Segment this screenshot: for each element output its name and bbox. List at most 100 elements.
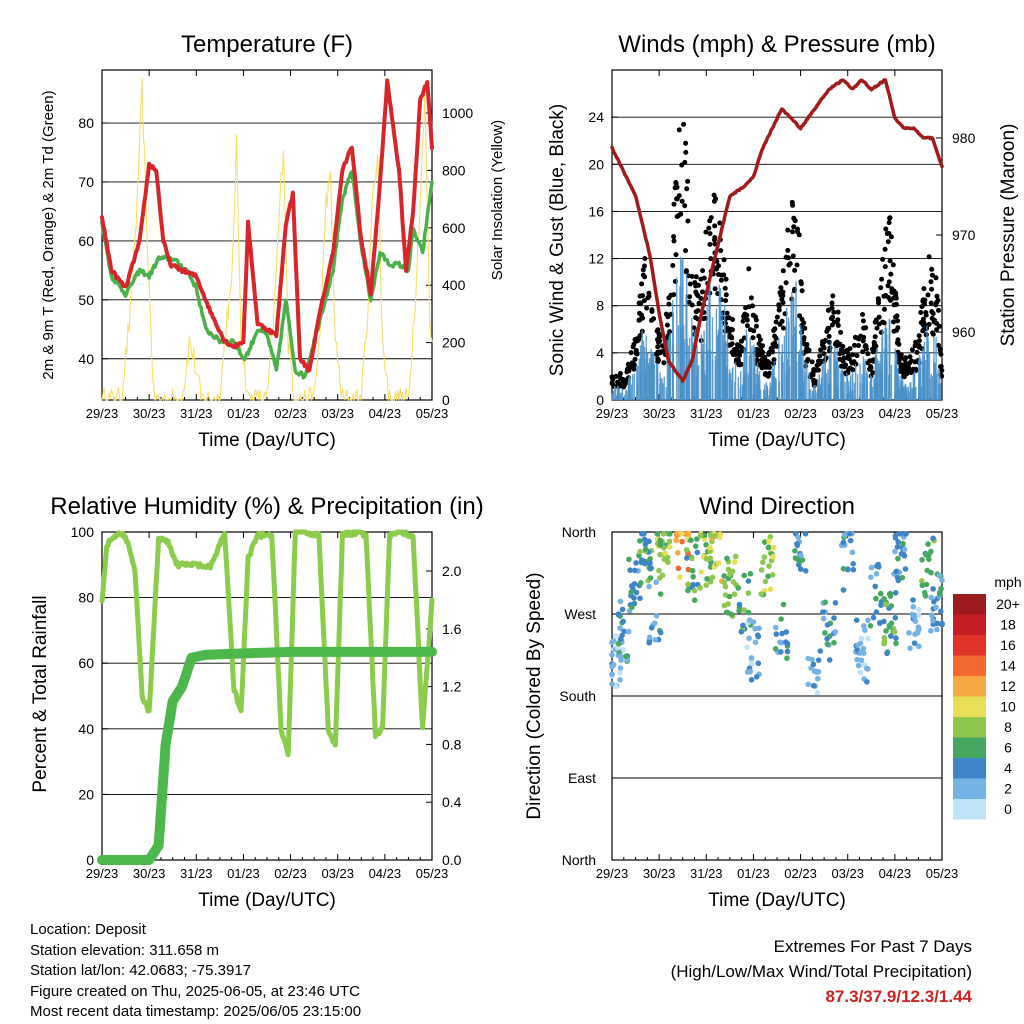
gust-point — [920, 322, 926, 328]
y-tick-label: 60 — [78, 233, 94, 249]
direction-point — [760, 559, 766, 566]
gust-point — [861, 325, 867, 331]
direction-point — [703, 542, 709, 548]
direction-point — [784, 655, 790, 661]
direction-point — [820, 615, 827, 622]
direction-point — [717, 534, 723, 541]
x-tick-label: 30/23 — [133, 406, 166, 421]
direction-point — [679, 531, 685, 537]
direction-point — [609, 663, 615, 670]
direction-point — [675, 565, 682, 572]
gust-point — [888, 271, 894, 277]
gust-point — [898, 363, 904, 369]
direction-point — [727, 571, 733, 578]
x-tick-label: 29/23 — [86, 406, 119, 421]
direction-point — [773, 624, 779, 631]
gust-point — [766, 360, 772, 366]
direction-point — [715, 560, 722, 566]
direction-point — [922, 593, 929, 599]
gust-point — [633, 348, 639, 354]
direction-point — [673, 537, 679, 544]
direction-point — [858, 657, 865, 663]
direction-point — [613, 633, 619, 639]
gust-point — [928, 279, 934, 285]
direction-point — [691, 587, 698, 594]
direction-point — [864, 679, 870, 685]
y2-tick-label: 2.0 — [442, 563, 462, 579]
gust-point — [874, 325, 880, 331]
gust-point — [679, 198, 685, 204]
gust-point — [936, 323, 942, 329]
direction-point — [627, 567, 633, 573]
direction-point — [617, 625, 623, 631]
y-tick-label: 80 — [78, 590, 94, 606]
direction-point — [907, 645, 913, 651]
gust-point — [750, 303, 756, 309]
direction-point — [731, 559, 738, 565]
station-info: Location: Deposit Station elevation: 311… — [30, 920, 361, 1023]
direction-point — [923, 581, 930, 588]
gust-point — [670, 263, 676, 268]
solar-series — [101, 78, 433, 401]
direction-point — [725, 610, 731, 616]
direction-point — [745, 578, 752, 584]
x-tick-label: 02/23 — [274, 406, 307, 421]
direction-point — [861, 623, 867, 629]
recent-timestamp-text: Most recent data timestamp: 2025/06/05 2… — [30, 1003, 362, 1020]
gust-point — [810, 372, 816, 378]
y-category-label: North — [562, 524, 596, 540]
gust-point — [779, 297, 785, 302]
direction-point — [707, 532, 714, 538]
direction-point — [685, 587, 691, 594]
direction-point — [857, 669, 864, 676]
gust-point — [754, 357, 760, 363]
direction-point — [733, 553, 739, 560]
direction-point — [758, 567, 765, 573]
gust-point — [750, 312, 756, 318]
gust-point — [907, 360, 912, 366]
extremes-box: Extremes For Past 7 Days (High/Low/Max W… — [671, 934, 972, 1009]
gust-point — [684, 186, 690, 192]
gust-point — [721, 257, 727, 263]
gust-point — [671, 201, 677, 207]
gust-point — [683, 268, 689, 274]
gust-point — [829, 300, 835, 306]
direction-point — [641, 559, 647, 566]
direction-point — [685, 581, 691, 588]
direction-point — [841, 532, 848, 538]
gust-point — [656, 339, 661, 345]
x-tick-label: 05/23 — [926, 406, 959, 421]
y-tick-label: 60 — [78, 655, 94, 671]
gust-point — [880, 256, 886, 262]
gust-point — [830, 293, 836, 299]
gust-point — [759, 365, 765, 371]
gust-point — [916, 333, 922, 339]
direction-point — [840, 587, 847, 593]
gust-point — [930, 331, 936, 337]
gust-point — [900, 374, 906, 379]
gust-point — [887, 215, 893, 221]
direction-point — [817, 648, 824, 654]
direction-point — [873, 609, 880, 615]
gust-point — [763, 371, 769, 376]
gust-point — [693, 274, 699, 280]
direction-point — [809, 656, 815, 663]
direction-point — [753, 674, 760, 680]
gust-point — [781, 325, 786, 331]
gust-point — [736, 349, 742, 355]
gust-point — [671, 238, 677, 244]
gust-point — [681, 121, 687, 127]
gust-point — [912, 359, 918, 365]
gust-point — [907, 354, 913, 360]
gust-point — [786, 262, 792, 268]
direction-point — [778, 616, 784, 622]
gust-point — [747, 327, 753, 333]
gust-point — [792, 267, 798, 273]
direction-point — [637, 538, 643, 544]
gust-point — [880, 319, 886, 325]
gust-point — [792, 218, 798, 224]
direction-point — [766, 563, 772, 569]
direction-point — [881, 618, 887, 625]
gust-point — [707, 231, 713, 237]
